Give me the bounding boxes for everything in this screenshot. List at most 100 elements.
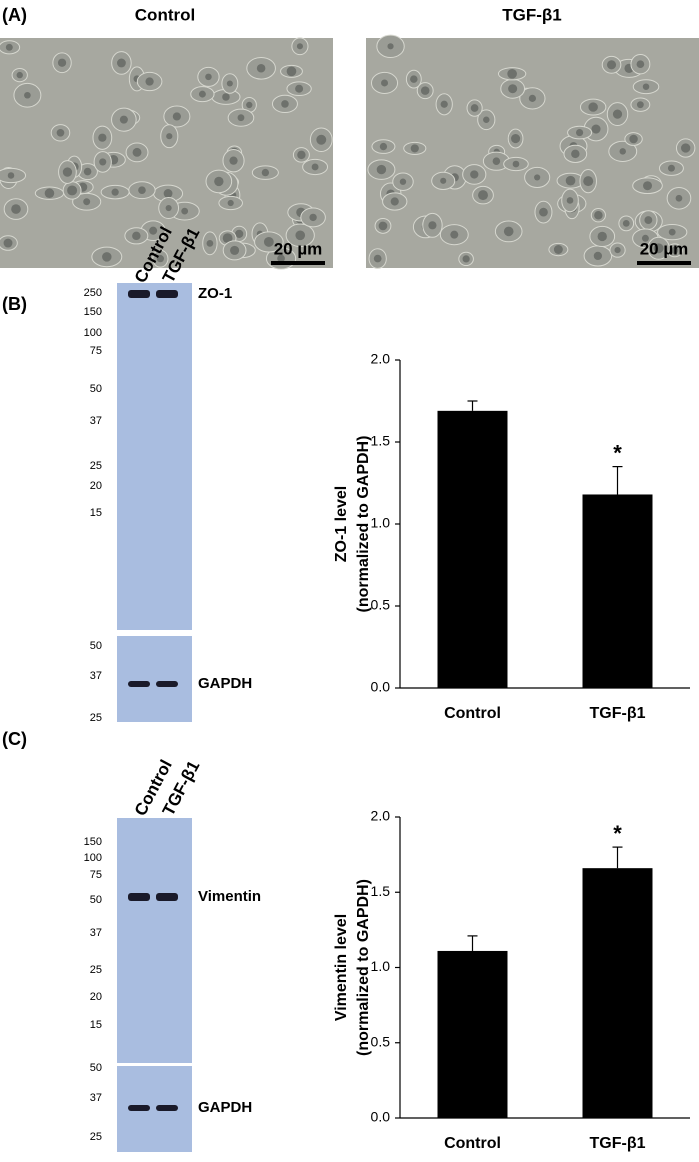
scale-bar-label: 20 µm <box>640 239 689 258</box>
scale-bar-label: 20 µm <box>274 239 323 258</box>
marker-label: 25 <box>90 1131 102 1143</box>
nucleus <box>675 194 683 202</box>
nucleus <box>172 112 181 121</box>
nucleus <box>163 189 173 198</box>
nucleus <box>667 164 675 172</box>
marker-label: 37 <box>90 415 102 427</box>
marker-label: 15 <box>90 507 102 519</box>
bar <box>582 868 653 1118</box>
nucleus <box>470 170 479 179</box>
nucleus <box>165 204 172 212</box>
nucleus <box>492 157 501 165</box>
x-tick-label: Control <box>444 1135 501 1152</box>
nucleus <box>3 238 13 248</box>
panel-label: (B) <box>2 294 27 314</box>
nucleus <box>622 219 630 227</box>
bar <box>437 410 508 688</box>
nucleus <box>229 156 238 165</box>
y-axis-label: (normalized to GAPDH) <box>355 436 372 613</box>
error-bar <box>612 466 623 495</box>
panel-label: (A) <box>2 5 27 25</box>
nucleus <box>644 216 653 224</box>
band <box>128 1105 150 1111</box>
y-tick-label: 0.0 <box>371 1109 391 1125</box>
band <box>156 1105 178 1111</box>
x-tick-label: Control <box>444 705 501 722</box>
image-title: TGF-β1 <box>502 5 561 24</box>
nucleus <box>222 233 233 244</box>
nucleus <box>528 94 536 102</box>
y-tick-label: 0.5 <box>371 597 391 613</box>
marker-label: 37 <box>90 927 102 939</box>
y-tick-label: 1.5 <box>371 433 391 449</box>
nucleus <box>83 167 92 176</box>
nucleus <box>390 197 399 206</box>
nucleus <box>410 75 418 83</box>
micrograph <box>0 37 333 270</box>
nucleus <box>99 158 107 166</box>
nucleus <box>296 43 303 50</box>
y-axis-label: Vimentin level <box>333 914 350 1021</box>
nucleus <box>470 104 479 112</box>
nucleus <box>643 181 653 191</box>
band <box>156 290 178 298</box>
blot <box>117 283 192 630</box>
nucleus <box>462 255 470 263</box>
marker-label: 50 <box>90 894 102 906</box>
nucleus <box>594 210 603 220</box>
marker-label: 75 <box>90 345 102 357</box>
nucleus <box>478 190 488 201</box>
nucleus <box>102 252 112 262</box>
band <box>128 681 150 687</box>
nucleus <box>44 188 55 198</box>
blot <box>117 818 192 1063</box>
nucleus <box>5 43 13 51</box>
marker-label: 20 <box>90 480 102 492</box>
nucleus <box>387 43 394 50</box>
marker-label: 37 <box>90 670 102 682</box>
nucleus <box>508 84 518 94</box>
nucleus <box>379 142 388 151</box>
band-label: ZO-1 <box>198 285 232 302</box>
nucleus <box>149 226 158 235</box>
x-tick-label: TGF-β1 <box>590 705 646 722</box>
nucleus <box>7 172 15 179</box>
band-label: Vimentin <box>198 888 261 905</box>
nucleus <box>206 239 214 247</box>
nucleus <box>503 226 514 237</box>
band-label: GAPDH <box>198 1099 252 1116</box>
nucleus <box>629 134 638 144</box>
error-bar <box>467 935 478 951</box>
scale-bar <box>271 261 325 265</box>
nucleus <box>583 176 594 187</box>
marker-label: 75 <box>90 869 102 881</box>
y-tick-label: 1.0 <box>371 958 391 974</box>
nucleus <box>309 213 317 222</box>
significance-label: * <box>613 440 622 465</box>
y-tick-label: 0.0 <box>371 679 391 695</box>
nucleus <box>410 144 419 153</box>
nucleus <box>593 251 603 261</box>
nucleus <box>553 245 563 254</box>
significance-label: * <box>613 821 622 846</box>
nucleus <box>420 86 430 95</box>
nucleus <box>256 64 266 73</box>
nucleus <box>67 185 78 196</box>
nucleus <box>428 221 437 230</box>
micrograph <box>366 34 699 269</box>
nucleus <box>539 207 548 217</box>
bar <box>437 950 508 1118</box>
marker-label: 50 <box>90 1062 102 1074</box>
nucleus <box>311 163 319 171</box>
nucleus <box>235 229 244 238</box>
error-bar <box>467 400 478 411</box>
marker-label: 250 <box>84 287 102 299</box>
nucleus <box>156 255 164 263</box>
image-title: Control <box>135 5 195 24</box>
marker-label: 25 <box>90 712 102 724</box>
marker-label: 50 <box>90 640 102 652</box>
nucleus <box>57 58 67 67</box>
nucleus <box>668 228 676 236</box>
blot <box>117 636 192 722</box>
